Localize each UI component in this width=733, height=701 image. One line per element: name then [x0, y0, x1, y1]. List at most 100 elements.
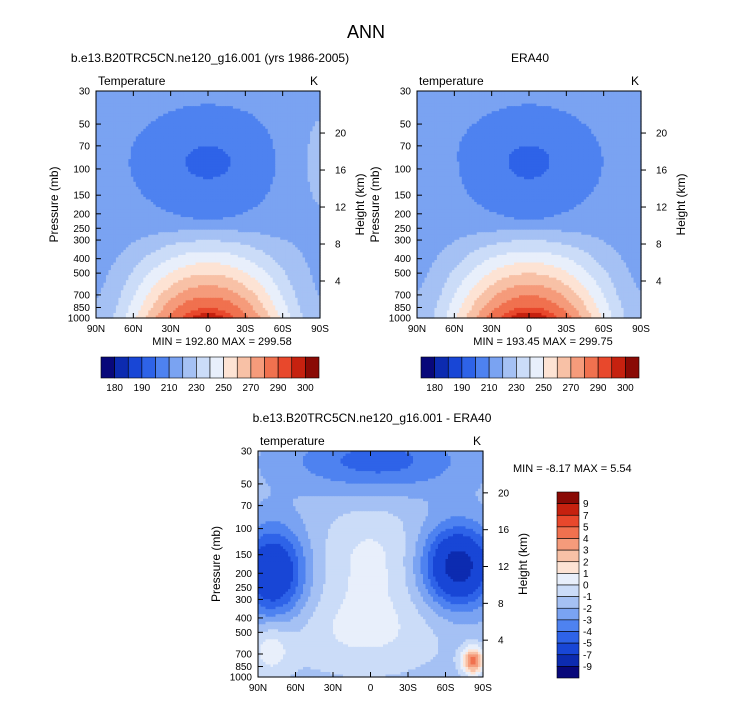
field-cell [210, 159, 214, 163]
field-cell [245, 93, 249, 97]
field-cell [225, 101, 229, 105]
field-cell [153, 131, 157, 135]
field-cell [295, 98, 299, 102]
field-cell [277, 138, 281, 143]
field-cell [168, 146, 172, 150]
field-cell [237, 128, 241, 132]
field-cell [160, 108, 164, 112]
field-cell [312, 143, 316, 148]
field-cell [208, 154, 212, 158]
field-cell [143, 131, 147, 135]
field-cell [232, 128, 236, 132]
field-cell [255, 91, 259, 95]
field-cell [285, 138, 289, 143]
field-cell [227, 91, 231, 95]
field-cell [315, 146, 319, 150]
field-cell [247, 128, 251, 132]
field-cell [285, 154, 289, 158]
field-cell [282, 149, 286, 153]
field-cell [302, 131, 306, 135]
field-cell [198, 133, 202, 137]
field-cell [302, 111, 306, 115]
field-cell [123, 128, 127, 132]
field-cell [302, 98, 306, 102]
field-cell [237, 91, 241, 95]
field-cell [235, 133, 239, 137]
field-cell [178, 136, 182, 140]
field-cell [307, 123, 311, 127]
field-cell [300, 116, 304, 120]
field-cell [222, 96, 227, 100]
field-cell [170, 121, 174, 125]
field-cell [217, 149, 222, 153]
field-cell [148, 126, 152, 130]
field-cell [242, 103, 246, 107]
field-cell [188, 141, 192, 145]
field-cell [123, 141, 127, 145]
field-cell [178, 128, 182, 132]
field-cell [140, 101, 144, 105]
field-cell [277, 91, 281, 95]
field-cell [255, 108, 259, 112]
field-cell [208, 138, 212, 143]
field-cell [295, 154, 299, 158]
field-cell [262, 111, 266, 115]
field-cell [200, 156, 204, 160]
field-cell [257, 116, 261, 120]
field-cell [125, 121, 129, 125]
field-cell [255, 151, 259, 155]
field-cell [275, 103, 279, 107]
field-cell [185, 116, 189, 120]
field-cell [205, 106, 209, 110]
field-cell [170, 128, 174, 132]
field-cell [170, 98, 174, 102]
field-cell [250, 136, 254, 140]
field-cell [125, 126, 129, 130]
field-cell [140, 98, 144, 102]
field-cell [310, 111, 314, 115]
field-cell [312, 128, 316, 132]
field-cell [170, 118, 174, 122]
field-cell [133, 154, 137, 158]
field-cell [217, 159, 222, 163]
field-cell [198, 116, 202, 120]
field-cell [287, 96, 291, 100]
field-cell [163, 128, 167, 132]
field-cell [200, 118, 204, 122]
field-cell [257, 123, 261, 127]
field-cell [240, 111, 244, 115]
field-cell [225, 156, 229, 160]
field-cell [118, 96, 122, 100]
field-cell [227, 154, 231, 158]
field-cell [203, 143, 207, 148]
field-cell [175, 143, 179, 148]
field-cell [317, 143, 321, 148]
field-cell [262, 136, 266, 140]
field-cell [317, 116, 321, 120]
field-cell [237, 93, 241, 97]
field-cell [310, 156, 314, 160]
field-cell [118, 149, 122, 153]
field-cell [145, 126, 149, 130]
field-cell [230, 149, 234, 153]
field-cell [110, 103, 115, 107]
field-cell [195, 143, 199, 148]
field-cell [310, 138, 314, 143]
field-cell [103, 133, 107, 137]
field-cell [193, 149, 197, 153]
field-cell [125, 93, 129, 97]
field-cell [235, 151, 239, 155]
field-cell [128, 103, 132, 107]
field-cell [282, 136, 286, 140]
field-cell [160, 128, 164, 132]
field-cell [183, 116, 187, 120]
field-cell [148, 159, 152, 163]
field-cell [108, 146, 112, 150]
field-cell [255, 93, 259, 97]
field-cell [210, 91, 214, 95]
field-cell [215, 151, 219, 155]
field-cell [242, 149, 246, 153]
field-cell [198, 128, 202, 132]
field-cell [208, 128, 212, 132]
field-cell [210, 123, 214, 127]
